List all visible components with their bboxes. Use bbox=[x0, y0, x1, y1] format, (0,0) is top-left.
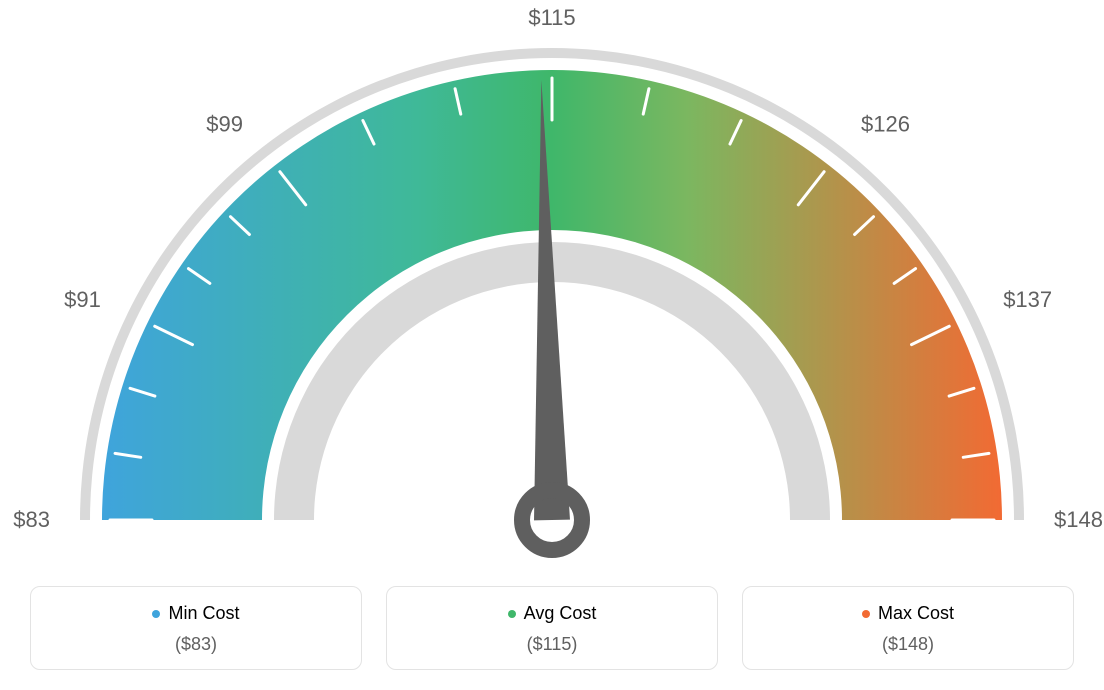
dot-icon bbox=[152, 610, 160, 618]
legend-avg-value: ($115) bbox=[397, 634, 707, 655]
svg-text:$137: $137 bbox=[1003, 287, 1052, 312]
legend-max-label: Max Cost bbox=[878, 603, 954, 623]
legend-max-value: ($148) bbox=[753, 634, 1063, 655]
legend-card-avg: Avg Cost ($115) bbox=[386, 586, 718, 670]
legend-card-max: Max Cost ($148) bbox=[742, 586, 1074, 670]
legend-row: Min Cost ($83) Avg Cost ($115) Max Cost … bbox=[30, 586, 1074, 670]
chart-container: $83 $91 $99 $115 $126 $137 $148 Min Cost ($83)… bbox=[0, 0, 1104, 690]
legend-min-title: Min Cost bbox=[41, 603, 351, 624]
svg-text:$91: $91 bbox=[64, 287, 101, 312]
svg-text:$115: $115 bbox=[528, 5, 575, 30]
legend-max-title: Max Cost bbox=[753, 603, 1063, 624]
legend-avg-label: Avg Cost bbox=[524, 603, 597, 623]
svg-text:$99: $99 bbox=[206, 111, 243, 136]
legend-card-min: Min Cost ($83) bbox=[30, 586, 362, 670]
gauge-svg: $83 $91 $99 $115 $126 $137 $148 bbox=[0, 0, 1104, 560]
gauge-chart: $83 $91 $99 $115 $126 $137 $148 bbox=[0, 0, 1104, 560]
svg-text:$83: $83 bbox=[13, 507, 50, 532]
legend-min-label: Min Cost bbox=[168, 603, 239, 623]
legend-min-value: ($83) bbox=[41, 634, 351, 655]
dot-icon bbox=[508, 610, 516, 618]
legend-avg-title: Avg Cost bbox=[397, 603, 707, 624]
dot-icon bbox=[862, 610, 870, 618]
svg-text:$148: $148 bbox=[1054, 507, 1103, 532]
svg-text:$126: $126 bbox=[861, 111, 910, 136]
